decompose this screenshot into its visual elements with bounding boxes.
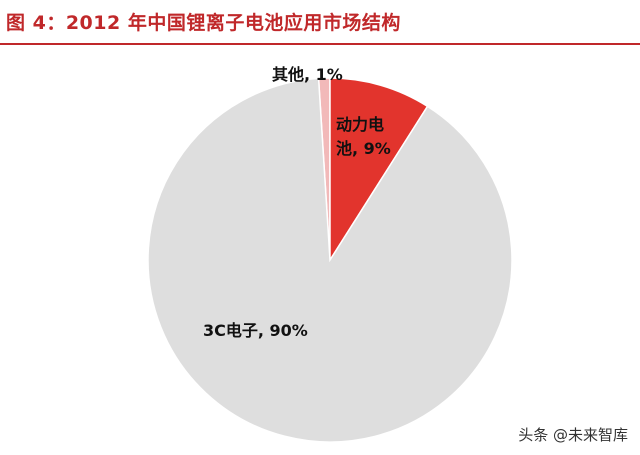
slice-label-3c: 3C电子, 90% — [203, 321, 308, 340]
slice-label-power-battery-line2: 池, 9% — [336, 139, 391, 158]
title-rule — [0, 43, 640, 45]
pie-slice-1 — [329, 77, 429, 263]
chart-title: 图 4：2012 年中国锂离子电池应用市场结构 — [6, 12, 401, 34]
pie-slices — [147, 77, 513, 443]
watermark: 头条 @未来智库 — [518, 426, 628, 444]
slice-label-power-battery: 动力电 池, 9% — [336, 115, 391, 158]
slice-label-power-battery-line1: 动力电 — [336, 115, 384, 134]
slice-label-other: 其他, 1% — [272, 65, 343, 84]
pie-slice-2 — [147, 77, 513, 443]
